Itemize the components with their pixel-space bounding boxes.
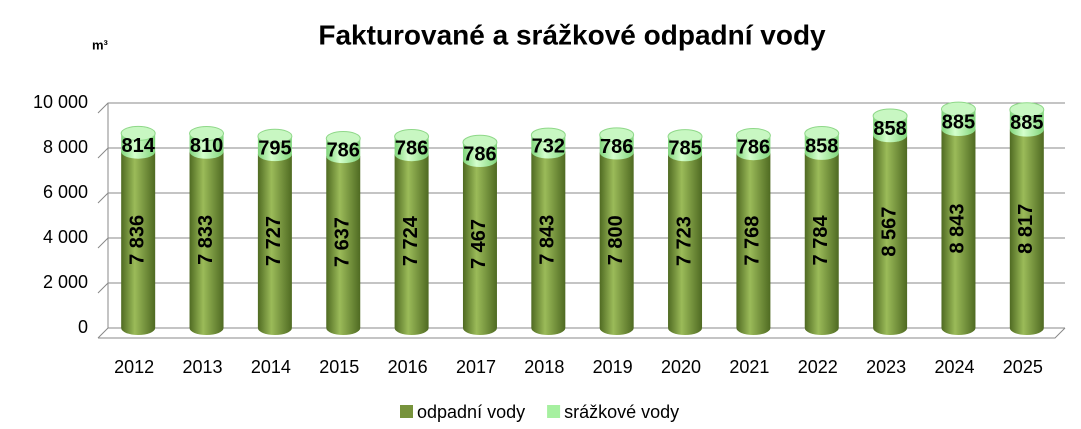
value-label: 7 800 xyxy=(605,215,627,265)
value-label: 732 xyxy=(532,136,565,158)
value-label: 7 833 xyxy=(195,215,217,265)
grid-line xyxy=(97,282,1065,294)
grid-line xyxy=(97,327,1065,339)
y-tick-label: 10 000 xyxy=(33,92,88,112)
value-label: 7 724 xyxy=(400,215,422,266)
bar-segment xyxy=(668,154,703,335)
value-label: 7 836 xyxy=(126,215,148,265)
value-label: 814 xyxy=(121,135,155,157)
x-tick-label: 2013 xyxy=(183,357,223,377)
x-tick-label: 2023 xyxy=(866,357,906,377)
bar-segment xyxy=(941,109,976,137)
value-label: 8 843 xyxy=(947,203,969,253)
cylinder-top xyxy=(257,128,293,144)
cylinder-top xyxy=(599,127,635,143)
value-label: 885 xyxy=(942,111,975,133)
bar-segment xyxy=(941,129,976,335)
cylinder-top xyxy=(120,125,156,141)
y-axis-label: m³ xyxy=(92,37,109,52)
value-label: 786 xyxy=(395,138,428,160)
x-tick-label: 2012 xyxy=(114,357,154,377)
value-label: 885 xyxy=(1010,112,1043,134)
x-tick-label: 2018 xyxy=(524,357,564,377)
x-axis xyxy=(98,327,1066,339)
value-label: 7 768 xyxy=(742,216,764,266)
value-label: 8 567 xyxy=(878,207,900,257)
cylinder-top xyxy=(530,127,566,143)
value-label: 7 637 xyxy=(332,217,354,267)
value-label: 785 xyxy=(668,138,701,160)
cylinder-top xyxy=(872,108,908,124)
value-label: 786 xyxy=(463,143,496,165)
x-tick-label: 2015 xyxy=(319,357,359,377)
legend-label: srážkové vody xyxy=(564,402,679,422)
x-tick-label: 2014 xyxy=(251,357,291,377)
cylinder-top xyxy=(394,129,430,145)
cylinder-top xyxy=(804,126,840,142)
cylinder-top xyxy=(325,130,361,146)
bar-segment xyxy=(462,159,497,335)
cylinder-top xyxy=(462,134,498,150)
grid-line xyxy=(97,192,1065,204)
bar-segment xyxy=(599,152,634,335)
x-tick-label: 2016 xyxy=(388,357,428,377)
cylinder-top xyxy=(735,128,771,144)
bar-segment xyxy=(1009,109,1044,137)
legend-label: odpadní vody xyxy=(417,402,525,422)
y-tick-label: 4 000 xyxy=(43,227,88,247)
x-tick-label: 2025 xyxy=(1003,357,1043,377)
value-label: 7 784 xyxy=(810,215,832,266)
value-label: 786 xyxy=(600,136,633,158)
legend-swatch xyxy=(400,405,413,418)
cylinder-top xyxy=(667,129,703,145)
bar-segment xyxy=(326,156,361,335)
x-tick-label: 2019 xyxy=(593,357,633,377)
bar-segment xyxy=(736,153,771,335)
y-tick-label: 8 000 xyxy=(43,137,88,157)
bar-segment xyxy=(531,151,566,335)
value-label: 7 843 xyxy=(537,215,559,265)
bar-segment xyxy=(189,151,224,335)
bar-segment xyxy=(394,154,429,335)
legend-swatch xyxy=(547,405,561,418)
value-label: 7 467 xyxy=(468,219,490,269)
value-label: 795 xyxy=(258,137,291,159)
value-label: 786 xyxy=(327,140,360,162)
y-tick-label: 0 xyxy=(78,317,88,337)
x-tick-label: 2021 xyxy=(729,357,769,377)
bar-segment xyxy=(804,152,839,335)
bar-segment xyxy=(873,135,908,335)
x-tick-label: 2024 xyxy=(934,357,974,377)
chart-title: Fakturované a srážkové odpadní vody xyxy=(318,19,826,50)
value-label: 858 xyxy=(873,118,906,140)
x-tick-label: 2017 xyxy=(456,357,496,377)
cylinder-top xyxy=(940,101,976,117)
y-tick-label: 2 000 xyxy=(43,272,88,292)
x-tick-label: 2022 xyxy=(798,357,838,377)
grid-line xyxy=(97,237,1065,249)
value-label: 7 723 xyxy=(673,216,695,266)
value-label: 786 xyxy=(737,137,770,159)
bar-segment xyxy=(257,154,292,335)
bar-segment xyxy=(121,151,156,335)
bar-segment xyxy=(1009,129,1044,335)
grid-line xyxy=(97,102,1065,114)
cylinder-top xyxy=(189,126,225,142)
cylinder-top xyxy=(1009,102,1045,118)
x-tick-label: 2020 xyxy=(661,357,701,377)
value-label: 7 727 xyxy=(263,216,285,266)
y-tick-label: 6 000 xyxy=(43,182,88,202)
value-label: 810 xyxy=(190,135,223,157)
value-label: 858 xyxy=(805,135,838,157)
value-label: 8 817 xyxy=(1015,204,1037,254)
grid-line xyxy=(97,147,1065,159)
